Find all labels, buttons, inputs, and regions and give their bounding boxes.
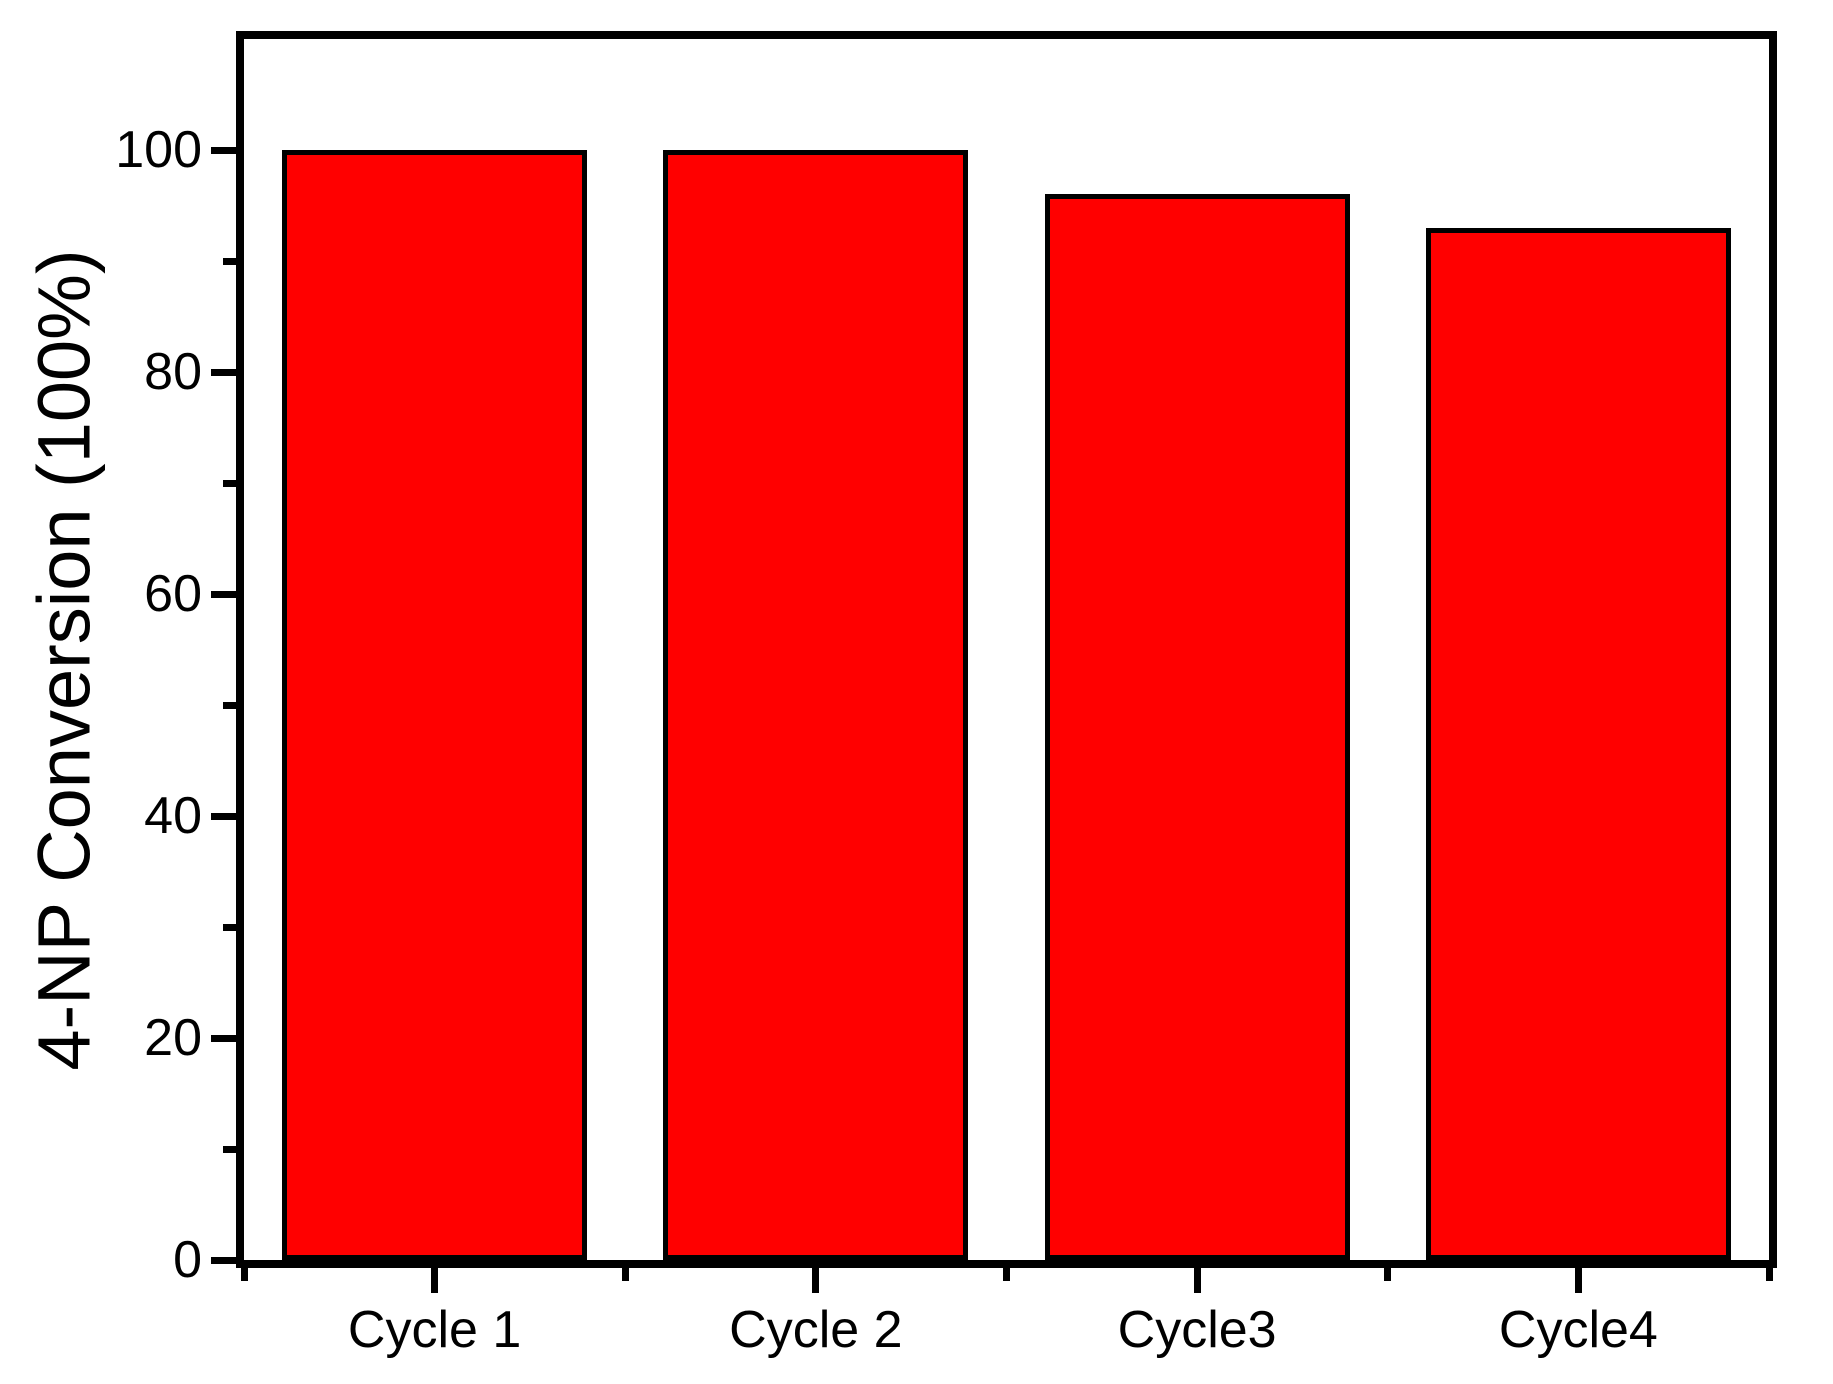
x-tick-label: Cycle 2: [729, 1301, 903, 1359]
x-minor-tick: [240, 1268, 248, 1281]
bar-cycle3: [1044, 194, 1350, 1260]
bar-cycle-1: [282, 150, 588, 1260]
y-minor-tick: [223, 923, 236, 931]
x-major-tick: [812, 1268, 820, 1293]
y-major-tick: [211, 368, 236, 376]
y-tick-label: 0: [173, 1231, 202, 1289]
bar-cycle4: [1425, 227, 1731, 1260]
x-major-tick: [1193, 1268, 1201, 1293]
plot-area-frame: [236, 31, 1777, 1268]
y-major-tick: [211, 812, 236, 820]
y-minor-tick: [223, 257, 236, 265]
x-major-tick: [431, 1268, 439, 1293]
y-tick-label: 20: [144, 1009, 202, 1067]
y-tick-label: 60: [144, 565, 202, 623]
x-tick-label: Cycle4: [1498, 1301, 1658, 1359]
x-major-tick: [1574, 1268, 1582, 1293]
bar-cycle-2: [663, 150, 969, 1260]
x-tick-label: Cycle 1: [347, 1301, 522, 1359]
y-major-tick: [211, 1256, 236, 1264]
y-major-tick: [211, 146, 236, 154]
x-minor-tick: [621, 1268, 629, 1281]
x-minor-tick: [1384, 1268, 1392, 1281]
x-minor-tick: [1765, 1268, 1773, 1281]
y-major-tick: [211, 590, 236, 598]
x-minor-tick: [1003, 1268, 1010, 1281]
y-major-tick: [211, 1034, 236, 1042]
y-tick-label: 40: [144, 787, 202, 845]
y-minor-tick: [223, 1145, 236, 1153]
y-minor-tick: [223, 701, 236, 709]
y-tick-label: 80: [144, 343, 202, 401]
y-minor-tick: [223, 479, 236, 487]
y-tick-label: 100: [115, 121, 202, 179]
x-tick-label: Cycle3: [1117, 1301, 1277, 1359]
